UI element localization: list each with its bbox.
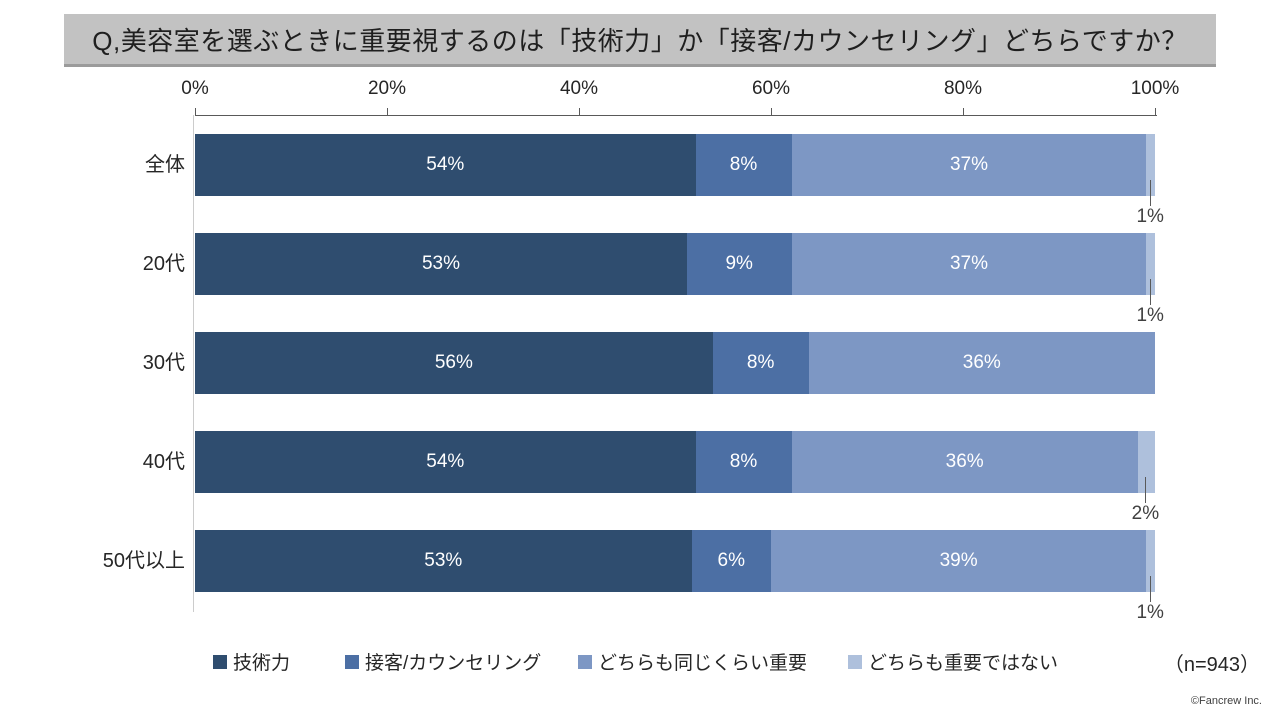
- bar-segment-label: 8%: [729, 451, 758, 472]
- bar-segment: 54%: [195, 134, 696, 196]
- bar-segment: [1146, 233, 1155, 295]
- bar-segment-label: 54%: [426, 451, 465, 472]
- bar-segment-label: 8%: [729, 154, 758, 175]
- legend-item: どちらも重要ではない: [848, 648, 1058, 675]
- bar-segment-label: 37%: [949, 253, 988, 274]
- leader-line: [1150, 279, 1152, 305]
- legend-swatch: [345, 654, 359, 669]
- bar-segment-label: 53%: [421, 253, 460, 274]
- x-axis-tick-mark: [579, 108, 580, 115]
- outside-value-label: 2%: [1131, 503, 1160, 524]
- outside-value-label: 1%: [1136, 305, 1164, 326]
- bar-row: 全体 54% 8% 37% 1%: [145, 134, 1164, 227]
- legend-item: どちらも同じくらい重要: [578, 648, 807, 675]
- bar-segment: 8%: [695, 431, 792, 493]
- bar-segment: 53%: [195, 233, 687, 295]
- x-axis-tick-mark: [1155, 108, 1156, 115]
- x-axis-tick-label: 100%: [1130, 78, 1180, 99]
- y-axis-line: [193, 115, 194, 612]
- x-axis-tick-label: 80%: [943, 78, 983, 99]
- bar-segment: 8%: [695, 134, 792, 196]
- bar-segment-label: 56%: [434, 352, 473, 373]
- bar-segment: 37%: [791, 233, 1147, 295]
- bar-segment: 56%: [195, 332, 713, 394]
- x-axis: 0% 20% 40% 60% 80% 100%: [0, 78, 1280, 102]
- outside-value-label: 1%: [1136, 206, 1164, 227]
- x-axis-tick-label: 40%: [559, 78, 599, 99]
- bar-row: 20代 53% 9% 37% 1%: [143, 233, 1164, 326]
- bar-segment: 54%: [195, 431, 696, 493]
- bar-segment-label: 36%: [962, 352, 1001, 373]
- plot-area: 全体 54% 8% 37% 1% 20代 53% 9% 37% 1% 30代 56% 8% 36% 40代 5…: [103, 134, 1164, 629]
- bar-segment-label: 9%: [725, 253, 753, 274]
- leader-line: [1150, 576, 1152, 602]
- x-axis-tick-label: 0%: [181, 78, 209, 99]
- category-label: 20代: [142, 253, 185, 275]
- bar-segment-label: 8%: [746, 352, 775, 373]
- bar-segment: 39%: [770, 530, 1147, 592]
- bar-segment-label: 53%: [424, 550, 463, 571]
- leader-line: [1150, 180, 1152, 206]
- x-axis-tick-mark: [963, 108, 964, 115]
- legend-label: どちらも同じくらい重要: [598, 653, 808, 674]
- stacked-bar: 54% 8% 36%: [195, 431, 1155, 493]
- bar-segment: 6%: [691, 530, 771, 592]
- bar-segment: [1146, 134, 1155, 196]
- bar-segment: [1146, 530, 1155, 592]
- legend-label: どちらも重要ではない: [868, 653, 1059, 674]
- bar-segment: [1137, 431, 1155, 493]
- x-axis-tick-mark: [387, 108, 388, 115]
- category-label: 40代: [142, 451, 185, 473]
- bar-segment: 9%: [686, 233, 792, 295]
- legend-swatch: [213, 654, 227, 669]
- stacked-bar: 53% 6% 39%: [195, 530, 1155, 592]
- bar-segment-label: 37%: [949, 154, 988, 175]
- bar-segment-label: 36%: [945, 451, 984, 472]
- sample-size: （n=943）: [1163, 654, 1260, 676]
- x-axis-tick-mark: [195, 108, 196, 115]
- stacked-bar: 53% 9% 37%: [195, 233, 1155, 295]
- outside-value-label-group: 1%: [1128, 576, 1172, 624]
- legend-item: 技術力: [213, 648, 290, 675]
- bar-row: 50代以上 53% 6% 39% 1%: [103, 530, 1164, 623]
- legend-label: 技術力: [233, 653, 291, 674]
- bar-segment: 37%: [791, 134, 1147, 196]
- outside-value-label-group: 1%: [1128, 180, 1172, 228]
- outside-value-label-group: 1%: [1128, 279, 1172, 327]
- legend-label: 接客/カウンセリング: [365, 653, 542, 674]
- bar-segment: 8%: [712, 332, 809, 394]
- page-title: Q,美容室を選ぶときに重要視するのは「技術力」か「接客/カウンセリング」どちらで…: [92, 25, 1188, 56]
- bar-segment: 36%: [808, 332, 1155, 394]
- category-label: 30代: [142, 352, 185, 374]
- title-bar: Q,美容室を選ぶときに重要視するのは「技術力」か「接客/カウンセリング」どちらで…: [64, 14, 1216, 67]
- x-axis-tick-mark: [771, 108, 772, 115]
- category-label: 50代以上: [102, 550, 185, 572]
- stacked-bar: 56% 8% 36%: [195, 332, 1155, 394]
- leader-line: [1145, 477, 1147, 503]
- category-label: 全体: [145, 154, 185, 176]
- stacked-bar: 54% 8% 37%: [195, 134, 1155, 196]
- legend-swatch: [848, 654, 862, 669]
- outside-value-label: 1%: [1136, 602, 1164, 623]
- legend-swatch: [578, 654, 592, 669]
- bar-segment-label: 6%: [717, 550, 745, 571]
- bar-row: 40代 54% 8% 36% 2%: [143, 431, 1159, 524]
- copyright: ©Fancrew Inc.: [1190, 695, 1262, 707]
- legend-item: 接客/カウンセリング: [345, 648, 541, 675]
- x-axis-tick-label: 60%: [751, 78, 791, 99]
- x-axis-line: [195, 115, 1157, 116]
- bar-segment-label: 54%: [426, 154, 465, 175]
- legend: 技術力 接客/カウンセリング どちらも同じくらい重要 どちらも重要ではない: [0, 648, 1280, 678]
- bar-row: 30代 56% 8% 36%: [143, 332, 1155, 394]
- bar-segment: 36%: [791, 431, 1138, 493]
- x-axis-tick-label: 20%: [367, 78, 407, 99]
- bar-segment: 53%: [195, 530, 692, 592]
- outside-value-label-group: 2%: [1123, 477, 1167, 525]
- bar-segment-label: 39%: [939, 550, 978, 571]
